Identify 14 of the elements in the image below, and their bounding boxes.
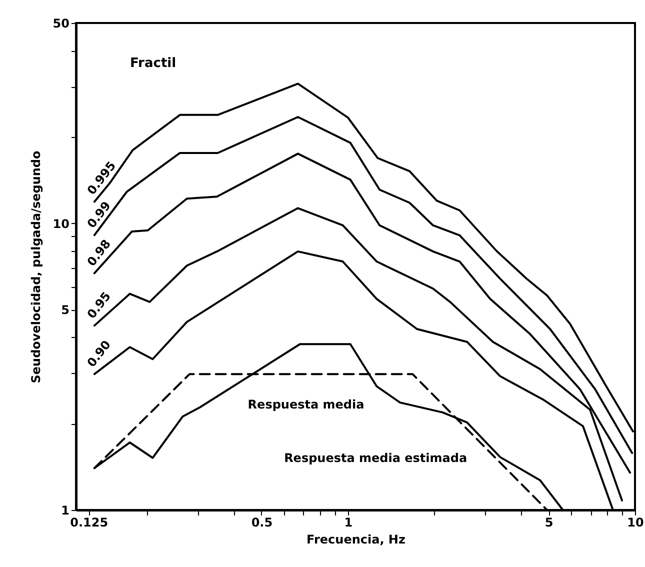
y-tick-label: 5 xyxy=(61,303,70,318)
x-tick-label: 10 xyxy=(627,516,644,530)
series-label: Respuesta media xyxy=(248,397,364,412)
annotation: Fractil xyxy=(130,56,176,71)
series-label: Respuesta media estimada xyxy=(284,451,468,465)
x-tick-label: 1 xyxy=(344,516,353,530)
y-tick-label: 1 xyxy=(61,504,70,518)
x-tick-label: 0.125 xyxy=(70,516,108,530)
x-tick-label: 5 xyxy=(544,516,554,530)
y-tick-label: 10 xyxy=(52,216,70,231)
y-tick-label: 50 xyxy=(52,16,70,30)
y-axis-title: Seudovelocidad, pulgada/segundo xyxy=(28,150,43,384)
x-tick-label: 0.5 xyxy=(251,516,273,530)
x-axis-title: Frecuencia, Hz xyxy=(306,532,406,546)
